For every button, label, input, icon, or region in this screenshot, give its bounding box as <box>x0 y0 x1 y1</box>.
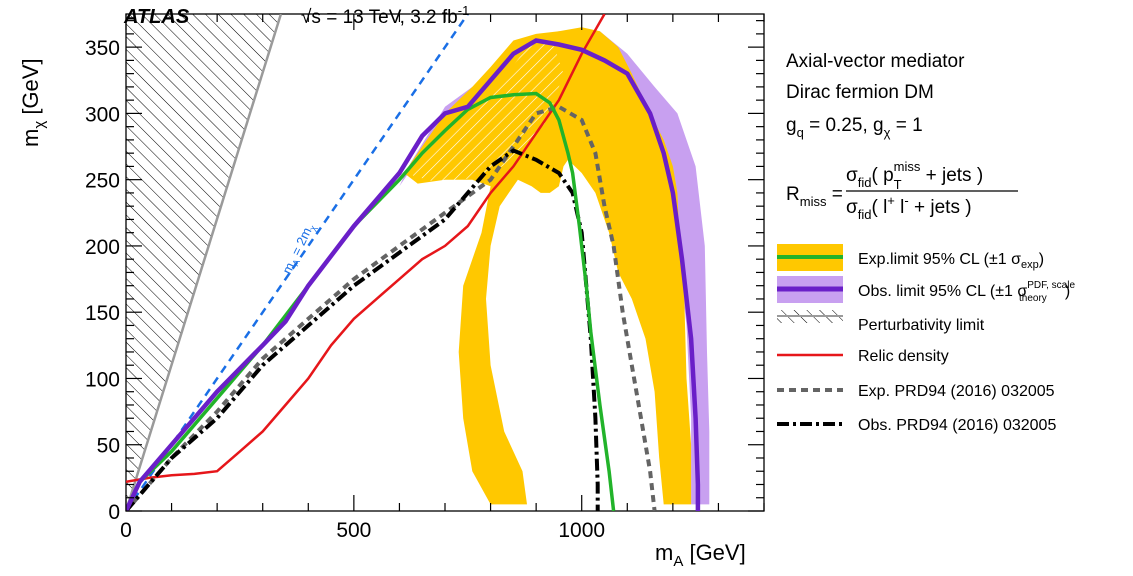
legend-obs-label: Obs. limit 95% CL (±1 σPDF, scale theory) <box>858 280 1075 304</box>
rmiss-denominator: σfid( l+ l- + jets ) <box>846 193 972 222</box>
rmiss-numerator: σfid( pTmiss + jets ) <box>846 159 983 192</box>
y-tick-label: 150 <box>85 302 120 325</box>
legend-prd-obs-label: Obs. PRD94 (2016) 032005 <box>858 417 1056 434</box>
diagonal-label: mA = 2mχ <box>279 221 318 278</box>
x-tick-label: 0 <box>120 519 132 542</box>
y-tick-label: 200 <box>85 236 120 259</box>
y-tick-label: 250 <box>85 170 120 193</box>
x-tick-label: 500 <box>336 519 371 542</box>
lumi-sup: -1 <box>458 3 470 18</box>
y-tick-label: 100 <box>85 368 120 391</box>
experiment-label: ATLAS <box>123 6 190 28</box>
rmiss-lhs: Rmiss = <box>786 184 843 209</box>
y-tick-label: 50 <box>97 435 120 458</box>
couplings: gq = 0.25, gχ = 1 <box>786 115 923 140</box>
y-tick-label: 300 <box>85 103 120 126</box>
model-line1: Axial-vector mediator <box>786 51 965 72</box>
model-line2: Dirac fermion DM <box>786 82 934 103</box>
y-axis-title: mχ [GeV] <box>18 58 48 147</box>
legend-relic-label: Relic density <box>858 348 949 365</box>
x-axis-title: mA [GeV] <box>655 540 746 570</box>
legend-prd-exp-label: Exp. PRD94 (2016) 032005 <box>858 383 1055 400</box>
sqrt-s: √s <box>301 7 321 28</box>
x-tick-label: 1000 <box>558 519 605 542</box>
energy-text: = 13 TeV, 3.2 fb <box>321 7 458 28</box>
legend-exp-label: Exp.limit 95% CL (±1 σexp) <box>858 251 1044 271</box>
y-tick-label: 0 <box>108 501 120 524</box>
energy-lumi-label: √s = 13 TeV, 3.2 fb-1 <box>301 3 469 28</box>
legend: Exp.limit 95% CL (±1 σexp) Obs. limit 95… <box>777 244 1075 434</box>
y-tick-label: 350 <box>85 37 120 60</box>
legend-pert-label: Perturbativity limit <box>858 317 985 334</box>
